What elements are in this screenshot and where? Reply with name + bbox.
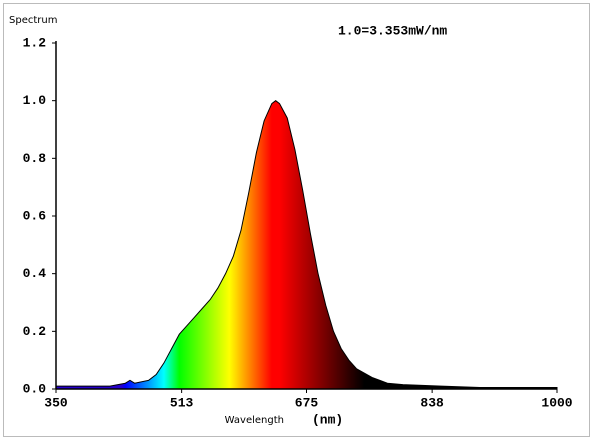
y-tick-label: 0.6 xyxy=(23,208,47,223)
y-tick-label: 0.4 xyxy=(23,266,47,281)
y-tick-label: 0.8 xyxy=(23,151,47,166)
spectrum-area xyxy=(55,100,558,390)
annotation: 1.0=3.353mW/nm xyxy=(338,23,447,38)
x-tick-label: 350 xyxy=(44,395,68,410)
x-tick-label: 838 xyxy=(420,395,444,410)
y-tick-label: 1.0 xyxy=(23,93,47,108)
y-axis-label: Spectrum xyxy=(9,15,57,26)
x-axis-label: Wavelength xyxy=(225,415,284,426)
x-axis-unit: (nm) xyxy=(312,412,343,427)
y-tick-label: 0.2 xyxy=(23,324,47,339)
x-tick-label: 513 xyxy=(170,395,194,410)
x-tick-label: 1000 xyxy=(541,395,572,410)
x-tick-label: 675 xyxy=(295,395,319,410)
y-tick-label: 1.2 xyxy=(23,35,47,50)
y-tick-label: 0.0 xyxy=(23,381,47,396)
